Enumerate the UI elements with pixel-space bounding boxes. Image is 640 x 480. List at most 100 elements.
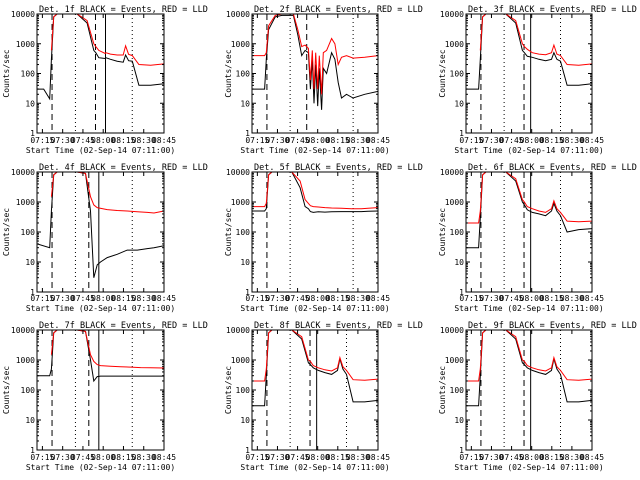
x-tick-label: 08:00 (520, 453, 544, 462)
x-tick-label: 08:30 (132, 453, 156, 462)
x-tick-label: 08:30 (132, 136, 156, 145)
x-axis-label: Start Time (02-Sep-14 07:11:00) (454, 463, 603, 472)
detector-panel-6: 1 10 100 1000 10000 07:1507:3007:4508:0008:15… (438, 163, 637, 313)
series-line-lld (252, 330, 378, 382)
x-tick-label: 08:00 (306, 294, 330, 303)
x-tick-label: 08:45 (366, 136, 390, 145)
panel-title: Det. 5f BLACK = Events, RED = LLD (254, 163, 423, 173)
y-axis-label: Counts/sec (224, 366, 233, 414)
x-tick-label: 07:30 (51, 453, 75, 462)
x-tick-label: 08:00 (306, 136, 330, 145)
y-tick-label: 10 (25, 258, 35, 267)
y-tick-label: 10000 (226, 168, 250, 177)
y-tick-label: 10000 (11, 10, 35, 19)
y-tick-label: 1000 (445, 198, 464, 207)
detector-panel-7: 1 10 100 1000 10000 07:1507:3007:4508:0008:15… (2, 321, 208, 472)
series-line-lld (466, 330, 592, 382)
series-line-lld (479, 14, 592, 66)
x-tick-label: 08:30 (346, 294, 370, 303)
x-tick-label: 08:30 (132, 294, 156, 303)
series-line-events (466, 330, 592, 407)
x-tick-label: 07:30 (265, 294, 289, 303)
x-tick-label: 08:15 (326, 136, 350, 145)
y-tick-label: 1000 (16, 356, 35, 365)
y-tick-label: 10000 (226, 326, 250, 335)
x-tick-label: 08:00 (91, 453, 115, 462)
x-tick-label: 07:30 (265, 453, 289, 462)
y-axis-label: Counts/sec (2, 366, 11, 414)
x-tick-label: 07:15 (459, 453, 483, 462)
x-tick-label: 07:30 (479, 294, 503, 303)
plot-frame (36, 171, 165, 293)
x-tick-label: 07:45 (71, 136, 95, 145)
panel-title: Det. 9f BLACK = Events, RED = LLD (468, 321, 637, 331)
x-axis-label: Start Time (02-Sep-14 07:11:00) (454, 146, 603, 155)
series-line-events (37, 14, 164, 101)
plot-frame (36, 329, 165, 451)
y-tick-label: 1 (245, 446, 250, 455)
x-tick-label: 08:45 (580, 136, 604, 145)
y-tick-label: 10000 (440, 168, 464, 177)
x-tick-label: 08:00 (91, 294, 115, 303)
y-tick-label: 1000 (16, 198, 35, 207)
panel-title: Det. 4f BLACK = Events, RED = LLD (39, 163, 208, 173)
x-axis-label: Start Time (02-Sep-14 07:11:00) (240, 463, 389, 472)
y-tick-label: 10000 (11, 326, 35, 335)
y-tick-label: 100 (450, 228, 465, 237)
x-tick-label: 07:30 (51, 136, 75, 145)
detector-panel-9: 1 10 100 1000 10000 07:1507:3007:4508:0008:15… (438, 321, 637, 472)
panel-title: Det. 7f BLACK = Events, RED = LLD (39, 321, 208, 331)
y-tick-label: 10 (25, 416, 35, 425)
series-line-lld (252, 172, 378, 210)
y-tick-label: 100 (450, 70, 465, 79)
series-line-events (466, 14, 592, 90)
x-tick-label: 08:45 (580, 294, 604, 303)
panel-title: Det. 2f BLACK = Events, RED = LLD (254, 5, 423, 15)
x-tick-label: 08:45 (152, 453, 176, 462)
y-tick-label: 10 (240, 416, 250, 425)
x-tick-label: 08:15 (111, 453, 135, 462)
x-tick-label: 07:45 (500, 136, 524, 145)
x-tick-label: 07:45 (286, 294, 310, 303)
y-tick-label: 100 (21, 70, 36, 79)
y-tick-label: 100 (21, 386, 36, 395)
x-axis-label: Start Time (02-Sep-14 07:11:00) (26, 463, 175, 472)
y-tick-label: 100 (236, 228, 251, 237)
y-tick-label: 1000 (445, 356, 464, 365)
series-line-lld (466, 172, 592, 224)
x-tick-label: 07:30 (479, 453, 503, 462)
x-tick-label: 08:30 (560, 294, 584, 303)
y-tick-label: 1 (30, 446, 35, 455)
series-line-events (37, 330, 164, 383)
x-tick-label: 08:15 (111, 294, 135, 303)
panel-title: Det. 8f BLACK = Events, RED = LLD (254, 321, 423, 331)
plot-frame (465, 13, 593, 134)
x-tick-label: 07:45 (286, 136, 310, 145)
series-line-events (252, 14, 378, 110)
y-tick-label: 10 (240, 258, 250, 267)
plot-frame (251, 171, 379, 293)
y-axis-label: Counts/sec (438, 366, 447, 414)
x-tick-label: 07:15 (245, 294, 269, 303)
y-tick-label: 1 (459, 288, 464, 297)
series-line-lld (50, 14, 164, 66)
y-tick-label: 10000 (440, 10, 464, 19)
x-tick-label: 08:00 (520, 294, 544, 303)
x-tick-label: 08:45 (580, 453, 604, 462)
x-axis-label: Start Time (02-Sep-14 07:11:00) (26, 304, 175, 313)
panel-title: Det. 3f BLACK = Events, RED = LLD (468, 5, 637, 15)
y-tick-label: 100 (21, 228, 36, 237)
y-axis-label: Counts/sec (438, 49, 447, 97)
x-tick-label: 07:30 (265, 136, 289, 145)
y-tick-label: 10 (240, 99, 250, 108)
y-axis-label: Counts/sec (224, 208, 233, 256)
x-tick-label: 07:15 (30, 136, 54, 145)
x-tick-label: 07:45 (71, 294, 95, 303)
plot-frame (465, 329, 593, 451)
x-tick-label: 08:45 (152, 136, 176, 145)
series-line-lld (50, 172, 164, 214)
y-tick-label: 1000 (231, 40, 250, 49)
x-tick-label: 08:15 (540, 453, 564, 462)
series-line-events (466, 172, 592, 249)
